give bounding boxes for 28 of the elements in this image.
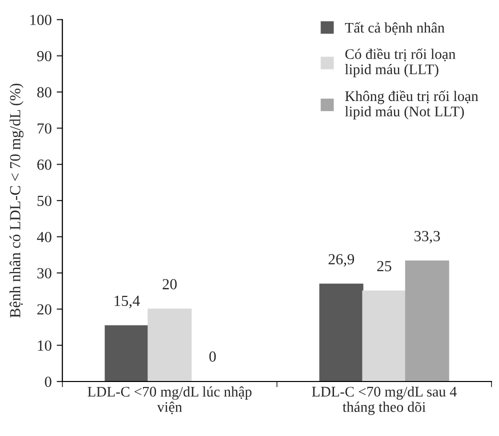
y-tick-label: 50 bbox=[38, 196, 52, 206]
y-tick-label: 40 bbox=[36, 232, 52, 242]
x-tick-label: LDL-C <70 mg/dL sau 4 tháng theo dõi bbox=[312, 386, 457, 415]
y-tick-label: 0 bbox=[44, 376, 52, 387]
y-axis-title: Bệnh nhân có LDL-C < 70 mg/dL (%) bbox=[10, 84, 24, 318]
bar bbox=[405, 260, 450, 382]
bar bbox=[319, 284, 364, 382]
data-label: 26,9 bbox=[328, 254, 354, 267]
y-tick-label: 30 bbox=[37, 268, 52, 278]
legend-label: Tất cả bệnh nhân bbox=[345, 22, 445, 35]
legend-label: Không điều trị rối loạn lipid máu (Not LLT) bbox=[345, 90, 478, 120]
y-tick-label: 70 bbox=[38, 123, 52, 134]
data-label: 25 bbox=[377, 260, 392, 272]
y-tick-label: 100 bbox=[30, 14, 52, 26]
y-tick-label: 10 bbox=[38, 340, 52, 351]
y-tick-label: 80 bbox=[37, 87, 52, 98]
y-tick-label: 20 bbox=[37, 304, 52, 315]
data-label: 20 bbox=[162, 279, 177, 290]
data-label: 15,4 bbox=[114, 296, 140, 308]
data-label: 33,3 bbox=[414, 230, 440, 244]
y-tick-label: 90 bbox=[37, 50, 52, 62]
bar bbox=[362, 290, 406, 382]
bar bbox=[148, 308, 192, 382]
y-tick-label: 60 bbox=[37, 160, 52, 170]
bar bbox=[104, 325, 149, 382]
legend-label: Có điều trị rối loạn lipid máu (LLT) bbox=[345, 48, 456, 78]
x-tick-label: LDL-C <70 mg/dL lúc nhập viện bbox=[88, 386, 252, 414]
data-label: 0 bbox=[209, 351, 216, 362]
